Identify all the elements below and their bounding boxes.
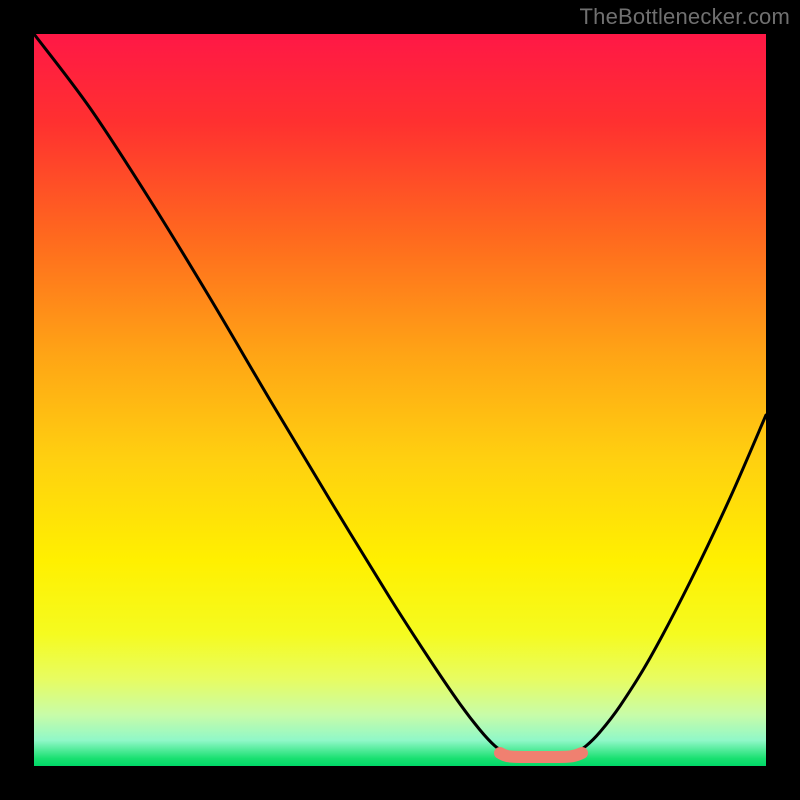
- bottleneck-chart: [0, 0, 800, 800]
- chart-gradient-background: [34, 34, 766, 766]
- watermark-text: TheBottlenecker.com: [580, 4, 790, 30]
- chart-frame: TheBottlenecker.com: [0, 0, 800, 800]
- optimal-zone-highlight: [500, 753, 582, 757]
